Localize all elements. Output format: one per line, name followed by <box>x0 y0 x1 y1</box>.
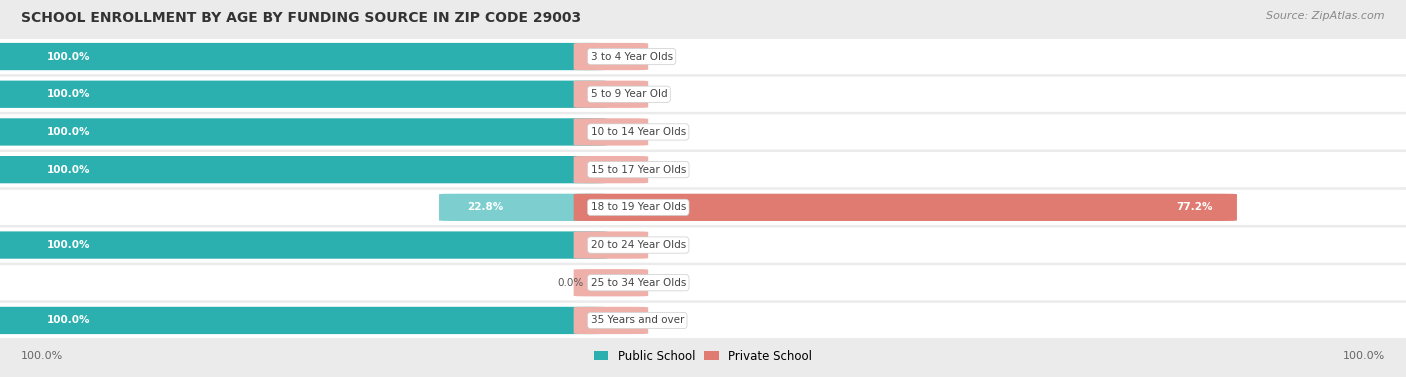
FancyBboxPatch shape <box>0 81 607 108</box>
FancyBboxPatch shape <box>0 265 1406 300</box>
FancyBboxPatch shape <box>574 307 648 334</box>
Text: 35 Years and over: 35 Years and over <box>591 316 683 325</box>
Text: 25 to 34 Year Olds: 25 to 34 Year Olds <box>591 278 686 288</box>
Text: 18 to 19 Year Olds: 18 to 19 Year Olds <box>591 202 686 212</box>
Text: 100.0%: 100.0% <box>1343 351 1385 361</box>
FancyBboxPatch shape <box>0 77 1406 112</box>
Text: 0.0%: 0.0% <box>638 89 665 99</box>
Text: 0.0%: 0.0% <box>638 316 665 325</box>
Text: 0.0%: 0.0% <box>638 165 665 175</box>
Text: 20 to 24 Year Olds: 20 to 24 Year Olds <box>591 240 686 250</box>
FancyBboxPatch shape <box>0 114 1406 150</box>
FancyBboxPatch shape <box>0 39 1406 74</box>
FancyBboxPatch shape <box>574 231 648 259</box>
FancyBboxPatch shape <box>574 43 648 70</box>
Text: 15 to 17 Year Olds: 15 to 17 Year Olds <box>591 165 686 175</box>
Text: 3 to 4 Year Olds: 3 to 4 Year Olds <box>591 52 672 61</box>
FancyBboxPatch shape <box>0 152 1406 187</box>
Text: 0.0%: 0.0% <box>638 278 665 288</box>
Text: 100.0%: 100.0% <box>21 351 63 361</box>
Legend: Public School, Private School: Public School, Private School <box>589 345 817 367</box>
FancyBboxPatch shape <box>0 156 607 183</box>
FancyBboxPatch shape <box>574 81 648 108</box>
FancyBboxPatch shape <box>574 194 1237 221</box>
FancyBboxPatch shape <box>0 118 607 146</box>
Text: SCHOOL ENROLLMENT BY AGE BY FUNDING SOURCE IN ZIP CODE 29003: SCHOOL ENROLLMENT BY AGE BY FUNDING SOUR… <box>21 11 581 25</box>
FancyBboxPatch shape <box>574 156 648 183</box>
Text: 77.2%: 77.2% <box>1177 202 1213 212</box>
FancyBboxPatch shape <box>0 307 607 334</box>
Text: 0.0%: 0.0% <box>638 127 665 137</box>
Text: 100.0%: 100.0% <box>48 127 91 137</box>
FancyBboxPatch shape <box>439 194 607 221</box>
Text: 100.0%: 100.0% <box>48 165 91 175</box>
Text: Source: ZipAtlas.com: Source: ZipAtlas.com <box>1267 11 1385 21</box>
FancyBboxPatch shape <box>0 190 1406 225</box>
FancyBboxPatch shape <box>574 269 648 296</box>
FancyBboxPatch shape <box>0 231 607 259</box>
Text: 22.8%: 22.8% <box>467 202 503 212</box>
FancyBboxPatch shape <box>0 303 1406 338</box>
FancyBboxPatch shape <box>0 227 1406 263</box>
Text: 5 to 9 Year Old: 5 to 9 Year Old <box>591 89 666 99</box>
Text: 0.0%: 0.0% <box>638 240 665 250</box>
Text: 100.0%: 100.0% <box>48 316 91 325</box>
Text: 100.0%: 100.0% <box>48 52 91 61</box>
FancyBboxPatch shape <box>574 118 648 146</box>
Text: 100.0%: 100.0% <box>48 240 91 250</box>
Text: 0.0%: 0.0% <box>557 278 583 288</box>
Text: 100.0%: 100.0% <box>48 89 91 99</box>
Text: 10 to 14 Year Olds: 10 to 14 Year Olds <box>591 127 686 137</box>
Text: 0.0%: 0.0% <box>638 52 665 61</box>
FancyBboxPatch shape <box>0 43 607 70</box>
